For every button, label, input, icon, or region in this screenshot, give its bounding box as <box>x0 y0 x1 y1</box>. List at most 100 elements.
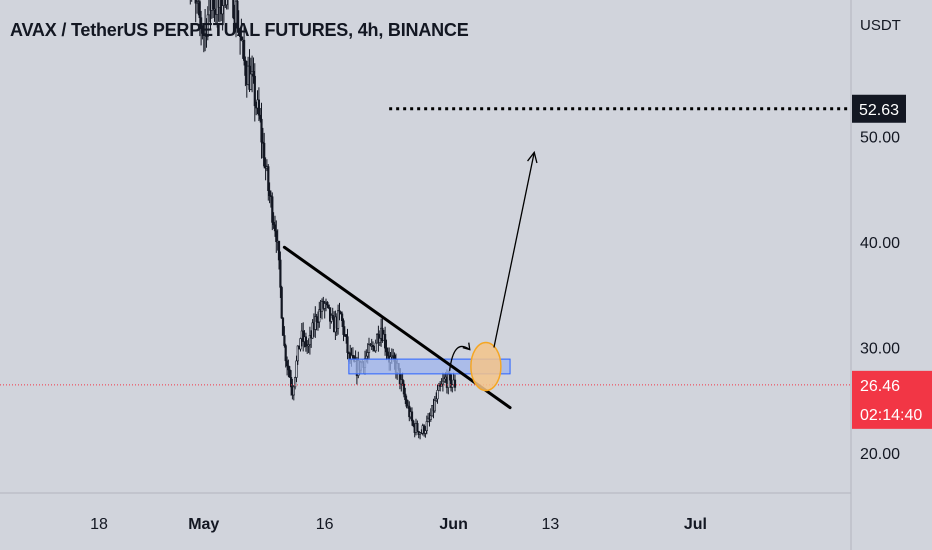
candle-body <box>253 75 256 107</box>
drawings <box>0 107 851 410</box>
candle-body <box>336 310 340 329</box>
target-price-label: 52.63 <box>859 102 899 119</box>
candle-body <box>277 240 281 261</box>
retest-arrow-head <box>462 342 471 351</box>
candle-body <box>259 114 262 120</box>
candle-body <box>275 230 278 242</box>
candle-body <box>345 334 348 338</box>
candle-body <box>323 303 326 309</box>
candle-body <box>288 369 291 378</box>
candle-body <box>390 355 393 358</box>
candle-body <box>443 378 446 382</box>
candle-body <box>306 345 309 348</box>
candle-body <box>271 196 274 223</box>
y-tick-label: 50.00 <box>860 130 900 147</box>
candle-body <box>383 333 387 349</box>
candle-body <box>296 345 299 362</box>
bar-countdown-label: 02:14:40 <box>860 407 922 424</box>
candle-body <box>289 376 293 388</box>
candle-body <box>340 313 344 321</box>
candle-body <box>280 287 283 319</box>
candle-body <box>283 335 286 346</box>
candle-body <box>451 384 454 388</box>
candle-body <box>416 423 419 432</box>
y-tick-label: 30.00 <box>860 341 900 358</box>
candle-body <box>293 377 297 388</box>
candle-body <box>272 222 275 226</box>
candle-body <box>224 0 227 6</box>
candle-body <box>367 344 371 353</box>
candle-body <box>237 27 240 33</box>
candle-body <box>244 60 247 76</box>
candle-body <box>342 320 345 335</box>
projection-arrow-head <box>527 150 538 164</box>
candle-body <box>284 345 287 362</box>
candle-body <box>410 411 414 422</box>
support-zone <box>348 358 511 375</box>
candle-body <box>404 393 407 400</box>
candle-body <box>260 118 263 143</box>
candle-body <box>447 373 450 388</box>
candle-body <box>225 0 228 6</box>
time-axis: 18 May 16 Jun 13 Jul <box>90 516 707 533</box>
candle-body <box>365 355 368 359</box>
candle-body <box>212 0 215 10</box>
candle-body <box>453 379 457 388</box>
candle-body <box>402 383 406 395</box>
candle-body <box>263 142 266 167</box>
candle-body <box>346 336 349 353</box>
candle-body <box>433 400 436 412</box>
candle-body <box>267 166 270 192</box>
candle-body <box>366 352 369 357</box>
y-tick-label: 40.00 <box>860 235 900 252</box>
candle-body <box>315 316 318 322</box>
candle-body <box>232 0 235 18</box>
candle-body <box>304 336 308 347</box>
candle-body <box>331 314 334 319</box>
candle-body <box>273 224 277 232</box>
candle-body <box>405 399 408 407</box>
candle-body <box>386 351 389 357</box>
candle-body <box>425 421 428 431</box>
candle-body <box>327 304 330 308</box>
candle-body <box>441 380 445 385</box>
x-tick-label: 18 <box>90 516 108 533</box>
candle-body <box>371 344 375 347</box>
current-price-badge <box>852 370 932 429</box>
candle-body <box>222 0 226 6</box>
retest-arrow <box>448 345 471 371</box>
candle-body <box>412 420 415 426</box>
candle-body <box>252 71 255 77</box>
candle-body <box>194 0 197 4</box>
candle-body <box>201 28 204 34</box>
price-labels: 52.63 26.46 02:14:40 <box>852 94 932 429</box>
candle-body <box>449 374 453 388</box>
candle-body <box>408 405 411 418</box>
candle-body <box>424 430 427 434</box>
candle-body <box>249 73 252 90</box>
price-axis: 20.00 30.00 40.00 50.00 <box>860 130 900 464</box>
candle-body <box>279 259 282 288</box>
candle-body <box>378 338 381 343</box>
current-price-label: 26.46 <box>860 378 900 395</box>
candle-body <box>257 99 261 116</box>
target-price-badge <box>852 94 906 123</box>
candle-body <box>285 360 289 367</box>
price-axis-unit: USDT <box>860 17 901 34</box>
candle-body <box>401 379 404 385</box>
candle-body <box>281 317 285 336</box>
candle-body <box>292 386 295 396</box>
candle-body <box>295 360 298 378</box>
projection-arrow <box>493 152 535 348</box>
x-tick-label: Jun <box>439 516 467 533</box>
candle-body <box>243 39 246 61</box>
y-tick-label: 20.00 <box>860 446 900 463</box>
chart-title: AVAX / TetherUS PERPETUAL FUTURES, 4h, B… <box>10 20 469 40</box>
candle-body <box>198 1 201 19</box>
candle-body <box>200 17 203 29</box>
candle-body <box>374 342 377 352</box>
breakout-ellipse <box>470 341 502 392</box>
candle-body <box>299 338 302 350</box>
